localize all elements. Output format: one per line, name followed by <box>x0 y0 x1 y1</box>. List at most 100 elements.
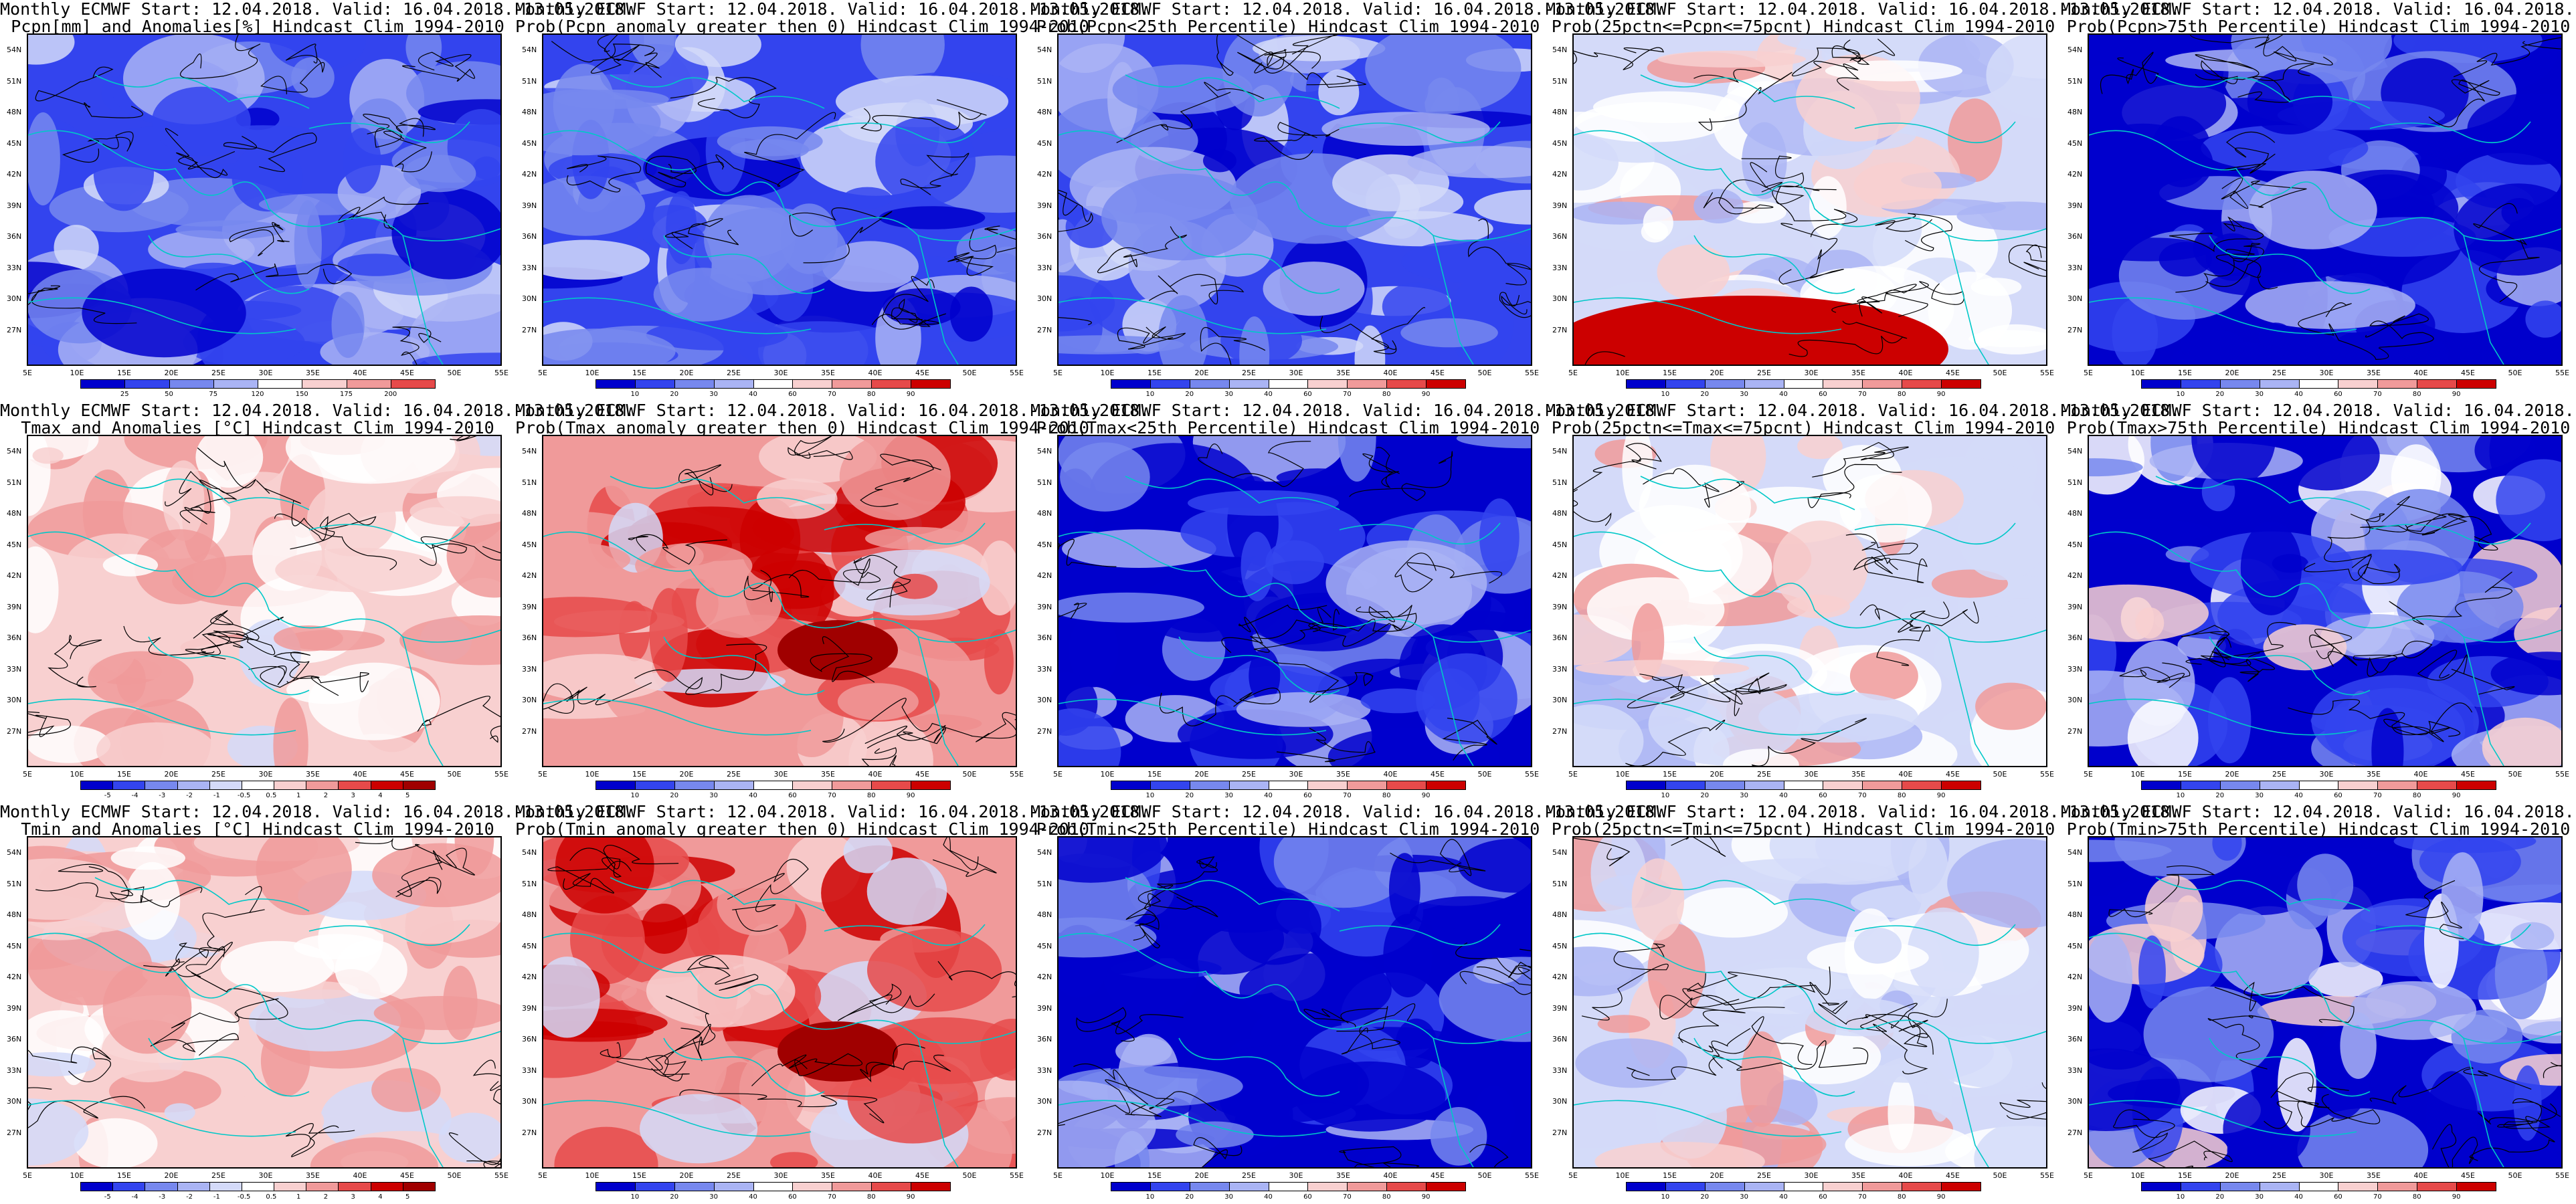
lat-tick-label: 36N <box>1037 633 1052 642</box>
field-blob <box>2482 717 2561 766</box>
lat-tick-label: 51N <box>522 478 537 487</box>
contour-line <box>727 858 809 932</box>
lat-tick-label: 48N <box>1552 509 1568 518</box>
lat-tick-label: 51N <box>7 879 22 888</box>
field-blob <box>1239 316 1270 365</box>
contour-line <box>28 711 72 737</box>
map-panel: Monthly ECMWF Start: 12.04.2018. Valid: … <box>0 0 634 401</box>
colorbar-swatch <box>1347 1182 1388 1191</box>
field-blob <box>2144 875 2203 942</box>
lon-tick-label: 40E <box>1898 1171 1913 1180</box>
panel-title: Monthly ECMWF Start: 12.04.2018. Valid: … <box>515 401 1150 420</box>
coastline <box>824 121 986 143</box>
field-blob <box>2393 837 2537 854</box>
field-blob <box>2525 300 2561 338</box>
contour-line <box>1677 1016 1813 1066</box>
lon-tick-label: 55E <box>1525 369 1539 377</box>
colorbar-swatch <box>2219 379 2260 389</box>
lon-tick-label: 35E <box>306 369 320 377</box>
contour-line <box>1073 1063 1162 1117</box>
field-blob <box>1059 275 1115 332</box>
lon-tick-label: 20E <box>1710 369 1724 377</box>
lat-tick-label: 42N <box>2067 973 2083 981</box>
contour-line <box>634 643 767 695</box>
contour-line <box>864 724 947 749</box>
lat-tick-label: 30N <box>7 294 22 303</box>
contour-line <box>1671 837 1726 857</box>
coastline <box>663 1037 825 1097</box>
lon-tick-label: 20E <box>679 770 694 779</box>
colorbar-tick-label: 40 <box>749 792 757 799</box>
contour-line <box>2008 244 2046 277</box>
lon-tick-label: 5E <box>23 1171 32 1180</box>
colorbar-swatch <box>302 379 347 389</box>
colorbar-swatch <box>177 1182 210 1191</box>
field-blob <box>1069 613 1119 688</box>
lat-tick-label: 48N <box>1552 910 1568 919</box>
field-blob <box>1382 282 1451 331</box>
lat-tick-label: 48N <box>1037 509 1052 518</box>
lon-tick-label: 45E <box>400 1171 414 1180</box>
colorbar-tick-label: 80 <box>866 792 876 799</box>
lat-tick-label: 45N <box>522 540 537 549</box>
map-frame <box>542 435 1017 767</box>
contour-line <box>1157 856 1218 902</box>
colorbar-tick-label: 60 <box>1819 391 1827 398</box>
lat-tick-label: 39N <box>1037 1003 1052 1013</box>
lon-tick-label: 10E <box>1100 1171 1115 1180</box>
field-blob <box>2263 624 2347 671</box>
colorbar-tick-label: -2 <box>186 792 193 799</box>
lat-tick-label: 51N <box>2067 478 2083 487</box>
contour-line <box>837 983 935 1021</box>
lat-tick-label: 45N <box>7 138 22 148</box>
colorbar-swatch <box>1149 379 1190 389</box>
field-blob <box>1203 148 1236 173</box>
colorbar-tick-label: 200 <box>384 391 397 398</box>
coastline <box>610 877 825 912</box>
lat-tick-label: 30N <box>7 696 22 704</box>
colorbar-tick-label: 20 <box>1185 391 1194 398</box>
lon-tick-label: 15E <box>1663 1171 1677 1180</box>
field-blob <box>1574 704 1644 766</box>
field-blob <box>1474 189 1531 225</box>
colorbar-swatch <box>1744 379 1784 389</box>
field-blob <box>1772 520 1868 614</box>
lat-tick-label: 39N <box>7 201 22 210</box>
field-blob <box>175 220 286 239</box>
field-blob <box>1809 176 1847 238</box>
coastline <box>1433 636 1474 766</box>
map-field <box>1059 436 1531 766</box>
lat-tick-label: 30N <box>1037 1097 1052 1106</box>
lon-tick-label: 35E <box>2367 770 2381 779</box>
field-blob <box>325 733 430 766</box>
field-blob <box>1974 1115 2046 1167</box>
field-blob <box>1273 837 1413 908</box>
field-blob <box>704 195 796 282</box>
field-blob <box>1797 436 1843 460</box>
field-blob <box>456 1068 500 1106</box>
contour-line <box>273 651 339 696</box>
contour-line <box>1308 605 1412 647</box>
panel-subtitle: Prob(Tmax anomaly greater then 0) Hindca… <box>515 418 1089 437</box>
colorbar-tick-label: 60 <box>2334 792 2342 799</box>
panel-title: Monthly ECMWF Start: 12.04.2018. Valid: … <box>0 802 635 821</box>
lat-tick-label: 42N <box>1037 571 1052 580</box>
colorbar-swatch <box>2456 781 2496 790</box>
field-blob <box>641 904 688 954</box>
lon-tick-label: 5E <box>2084 770 2093 779</box>
coastline <box>1339 924 1501 946</box>
lat-tick-label: 36N <box>2067 633 2083 642</box>
contour-line <box>822 698 1016 743</box>
colorbar-tick-label: -4 <box>131 1193 139 1201</box>
colorbar-tick-label: 10 <box>1661 1193 1670 1201</box>
lon-tick-label: 55E <box>1010 369 1024 377</box>
lon-tick-label: 15E <box>1147 770 1162 779</box>
lon-tick-label: 5E <box>2084 1171 2093 1180</box>
field-blob <box>1769 837 1927 885</box>
field-blob <box>1908 837 1948 906</box>
field-blob <box>1672 1021 1750 1059</box>
lat-tick-label: 27N <box>1552 726 1568 736</box>
colorbar-swatch <box>1228 1182 1269 1191</box>
colorbar-tick-label: -3 <box>159 792 166 799</box>
lon-tick-label: 20E <box>164 1171 179 1180</box>
